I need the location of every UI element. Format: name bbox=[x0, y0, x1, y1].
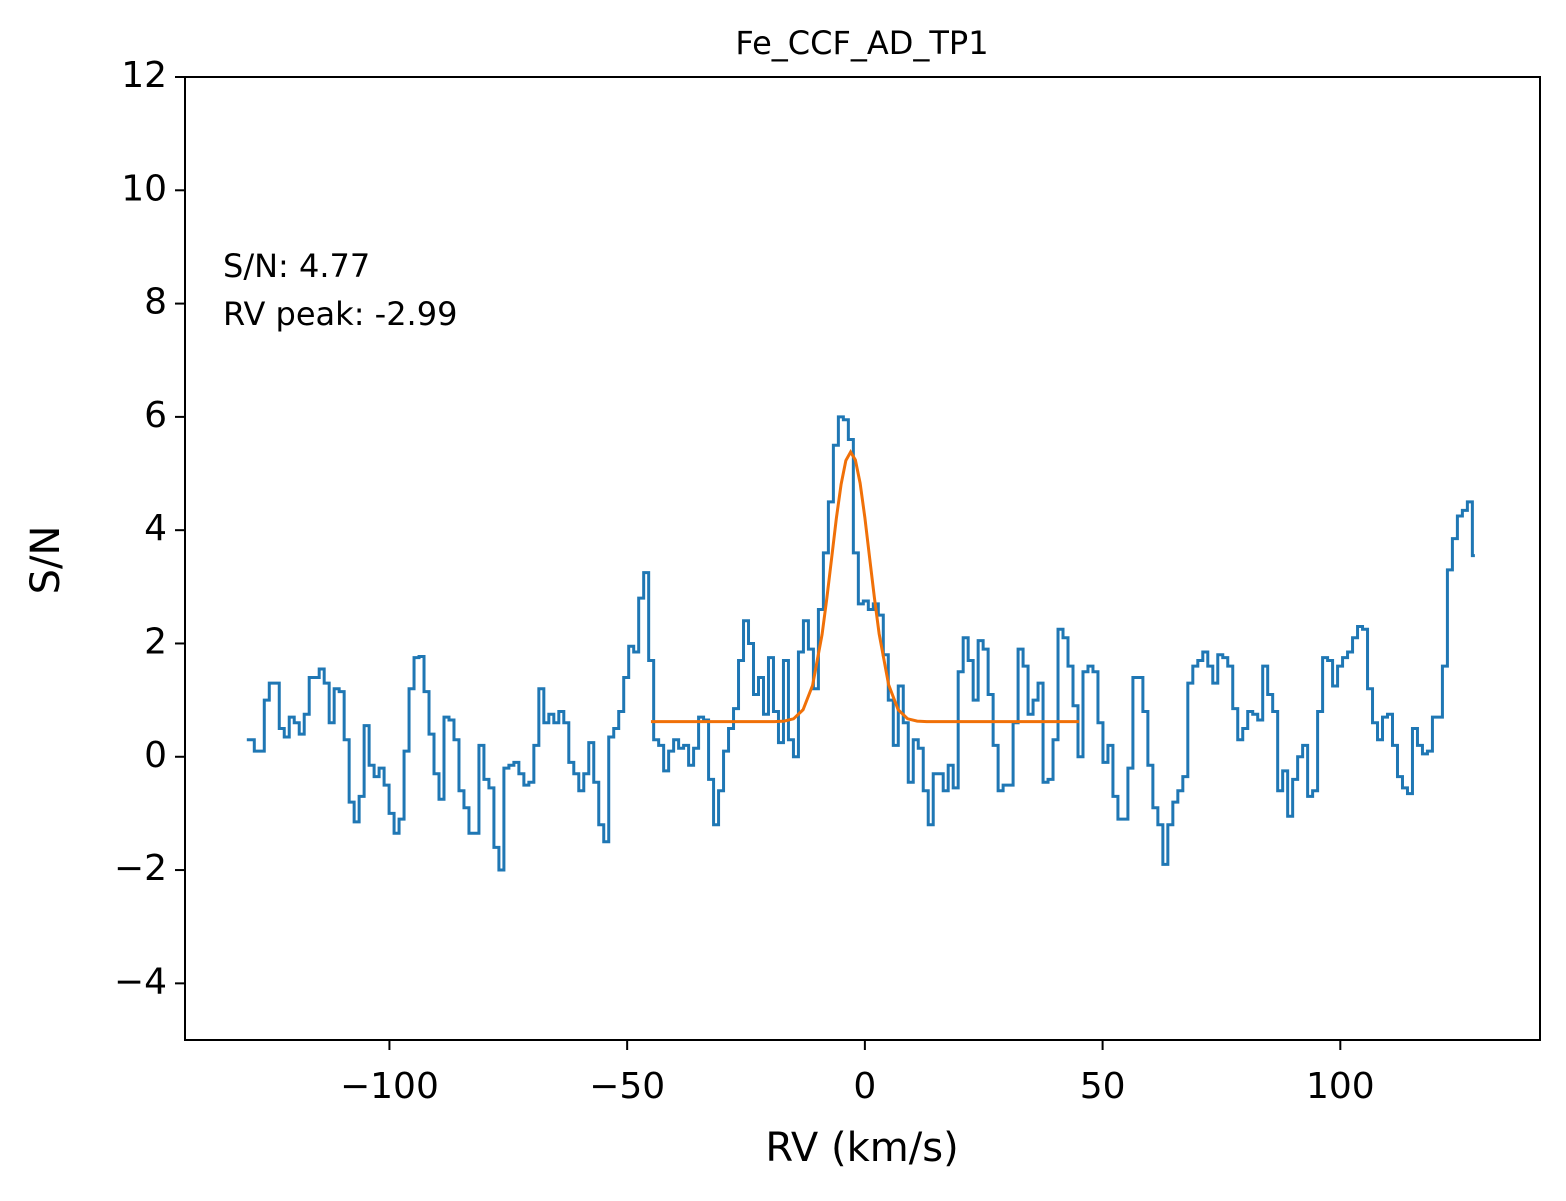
data-line bbox=[246, 415, 1475, 872]
y-tick-label: 0 bbox=[144, 735, 167, 776]
x-tick-label: 0 bbox=[853, 1066, 876, 1107]
y-tick-label: 6 bbox=[144, 395, 167, 436]
x-tick-label: 50 bbox=[1080, 1066, 1126, 1107]
y-tick-label: 12 bbox=[121, 55, 167, 96]
x-tick-label: 100 bbox=[1306, 1066, 1375, 1107]
y-tick-label: 2 bbox=[144, 621, 167, 662]
y-tick-label: −4 bbox=[114, 961, 167, 1002]
x-tick-label: −50 bbox=[589, 1066, 665, 1107]
x-axis-label: RV (km/s) bbox=[765, 1125, 958, 1171]
plot-frame bbox=[184, 76, 1541, 1041]
y-tick-label: 4 bbox=[144, 508, 167, 549]
x-tick-label: −100 bbox=[340, 1066, 439, 1107]
y-tick-label: 10 bbox=[121, 168, 167, 209]
y-tick-label: 8 bbox=[144, 282, 167, 323]
y-axis-label: S/N bbox=[23, 526, 69, 595]
annotation: RV peak: -2.99 bbox=[223, 295, 457, 333]
data-line bbox=[650, 449, 1079, 724]
annotation: S/N: 4.77 bbox=[223, 247, 370, 285]
chart-title: Fe_CCF_AD_TP1 bbox=[735, 24, 988, 62]
y-tick-label: −2 bbox=[114, 848, 167, 889]
